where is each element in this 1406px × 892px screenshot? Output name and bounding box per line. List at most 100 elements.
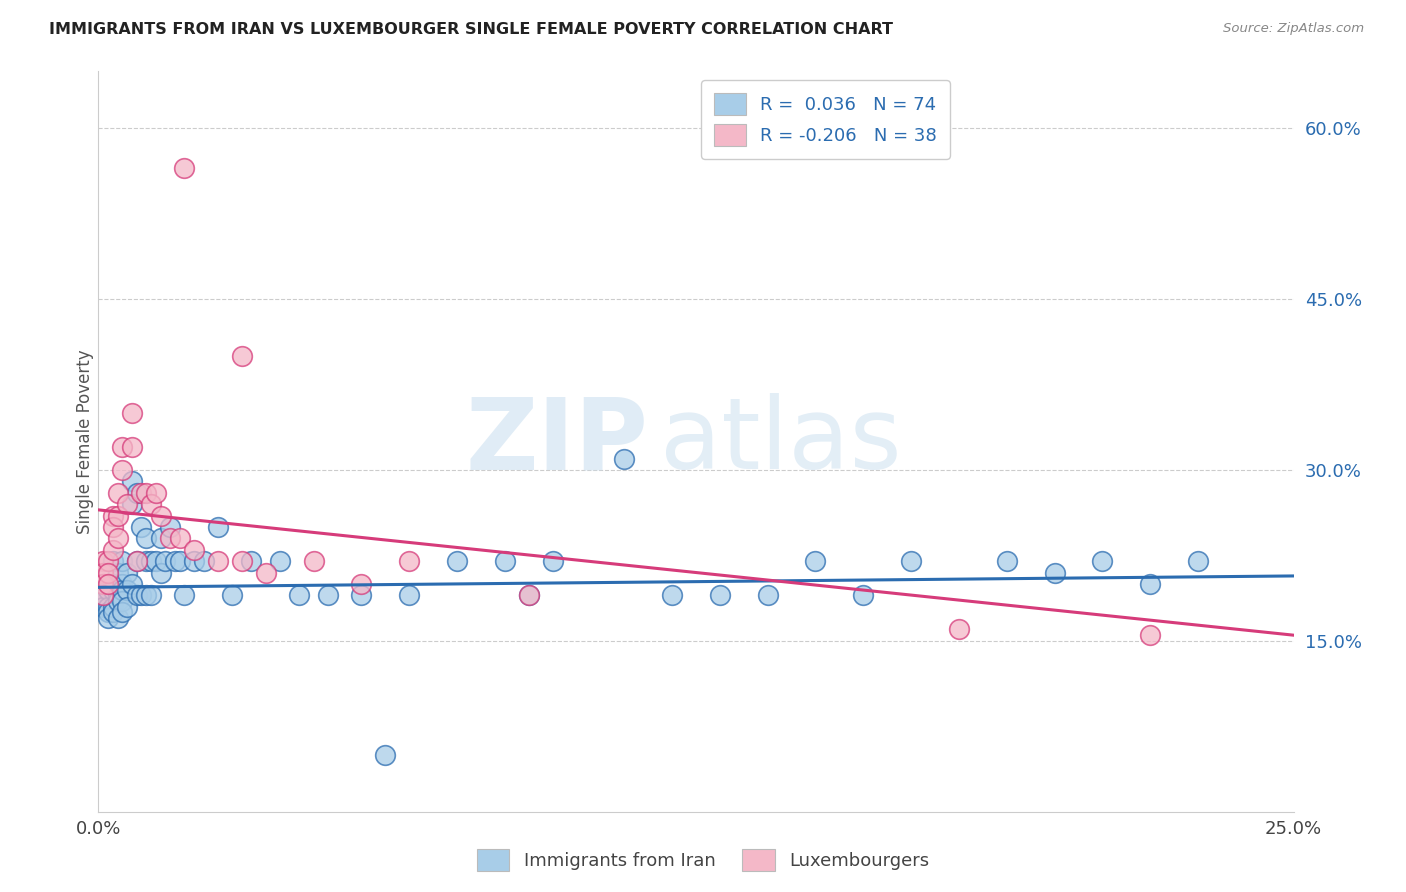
Point <box>231 349 253 363</box>
Point <box>288 588 311 602</box>
Point <box>115 599 138 614</box>
Point <box>115 582 138 597</box>
Point <box>398 588 420 602</box>
Point <box>139 554 162 568</box>
Point <box>269 554 291 568</box>
Point <box>613 451 636 466</box>
Point <box>169 554 191 568</box>
Point <box>207 520 229 534</box>
Point <box>111 463 134 477</box>
Point <box>131 520 153 534</box>
Point <box>756 588 779 602</box>
Text: ZIP: ZIP <box>465 393 648 490</box>
Point <box>541 554 564 568</box>
Point <box>125 485 148 500</box>
Point <box>149 532 172 546</box>
Point <box>852 588 875 602</box>
Point <box>709 588 731 602</box>
Point <box>111 606 134 620</box>
Point <box>131 485 153 500</box>
Point <box>1139 577 1161 591</box>
Point <box>1187 554 1209 568</box>
Point <box>145 485 167 500</box>
Point <box>149 508 172 523</box>
Point <box>101 542 124 557</box>
Point <box>398 554 420 568</box>
Point <box>101 508 124 523</box>
Point <box>97 599 120 614</box>
Point <box>115 497 138 511</box>
Point <box>91 577 114 591</box>
Point <box>173 161 195 176</box>
Point <box>173 588 195 602</box>
Point <box>111 594 134 608</box>
Point <box>155 554 177 568</box>
Text: atlas: atlas <box>661 393 901 490</box>
Point <box>91 582 114 597</box>
Legend: R =  0.036   N = 74, R = -0.206   N = 38: R = 0.036 N = 74, R = -0.206 N = 38 <box>702 80 950 159</box>
Point <box>159 532 181 546</box>
Point <box>159 520 181 534</box>
Point <box>97 582 120 597</box>
Text: Source: ZipAtlas.com: Source: ZipAtlas.com <box>1223 22 1364 36</box>
Text: IMMIGRANTS FROM IRAN VS LUXEMBOURGER SINGLE FEMALE POVERTY CORRELATION CHART: IMMIGRANTS FROM IRAN VS LUXEMBOURGER SIN… <box>49 22 893 37</box>
Point <box>517 588 540 602</box>
Point <box>446 554 468 568</box>
Point <box>107 532 129 546</box>
Point <box>149 566 172 580</box>
Point <box>135 485 157 500</box>
Point <box>107 485 129 500</box>
Point <box>139 497 162 511</box>
Point <box>91 554 114 568</box>
Point <box>494 554 516 568</box>
Point <box>97 577 120 591</box>
Point <box>91 588 114 602</box>
Point <box>804 554 827 568</box>
Point <box>111 440 134 454</box>
Point <box>254 566 277 580</box>
Point <box>163 554 186 568</box>
Point <box>139 588 162 602</box>
Point <box>101 606 124 620</box>
Point <box>135 532 157 546</box>
Point <box>135 588 157 602</box>
Point <box>97 611 120 625</box>
Point <box>97 606 120 620</box>
Point <box>97 577 120 591</box>
Point <box>517 588 540 602</box>
Point <box>169 532 191 546</box>
Point <box>221 588 243 602</box>
Point <box>107 611 129 625</box>
Point <box>350 577 373 591</box>
Point <box>107 588 129 602</box>
Point <box>91 566 114 580</box>
Point <box>101 520 124 534</box>
Point <box>661 588 683 602</box>
Point <box>900 554 922 568</box>
Point <box>240 554 263 568</box>
Point <box>121 475 143 489</box>
Point <box>374 747 396 762</box>
Point <box>131 588 153 602</box>
Point <box>207 554 229 568</box>
Point <box>350 588 373 602</box>
Point <box>111 577 134 591</box>
Point <box>316 588 339 602</box>
Point <box>121 577 143 591</box>
Y-axis label: Single Female Poverty: Single Female Poverty <box>76 350 94 533</box>
Point <box>111 554 134 568</box>
Point <box>231 554 253 568</box>
Point <box>91 599 114 614</box>
Point <box>1091 554 1114 568</box>
Point <box>183 542 205 557</box>
Point <box>125 554 148 568</box>
Point <box>125 554 148 568</box>
Point <box>101 599 124 614</box>
Point <box>183 554 205 568</box>
Point <box>115 566 138 580</box>
Point <box>101 554 124 568</box>
Point <box>995 554 1018 568</box>
Point <box>101 582 124 597</box>
Point <box>145 554 167 568</box>
Point <box>125 588 148 602</box>
